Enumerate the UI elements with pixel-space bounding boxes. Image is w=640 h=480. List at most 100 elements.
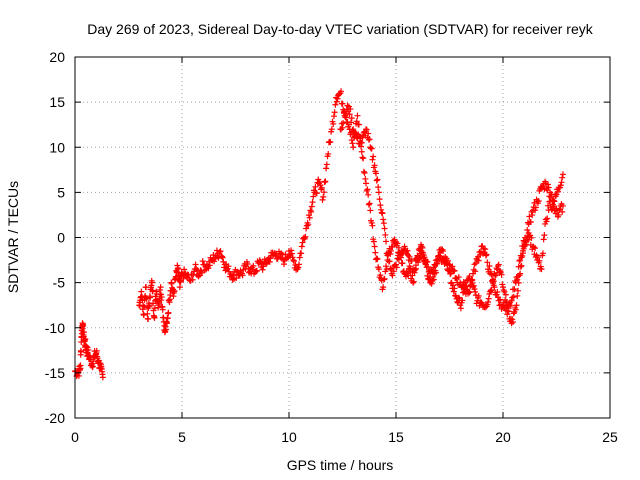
data-point-trace-secondary [490, 276, 497, 283]
data-point-trace-main [364, 186, 371, 193]
y-tick-label: 5 [57, 184, 65, 200]
data-point-trace-secondary [515, 263, 522, 270]
data-point-trace-secondary [340, 120, 347, 127]
data-point-trace-secondary [536, 257, 543, 264]
data-point-trace-secondary [430, 267, 437, 274]
data-point-trace-secondary [370, 153, 377, 160]
data-point-trace-main [532, 207, 539, 214]
y-tick-label: -10 [45, 320, 65, 336]
data-point-trace-main [151, 314, 158, 321]
y-tick-label: -20 [45, 410, 65, 426]
data-point-trace-secondary [504, 311, 511, 318]
data-point-trace-main [338, 88, 345, 95]
data-point-trace-secondary [375, 189, 382, 196]
data-point-trace-main [321, 179, 328, 186]
data-point-trace-secondary [494, 289, 501, 296]
data-point-trace-main [513, 302, 520, 309]
data-point-trace-secondary [559, 208, 566, 215]
data-point-trace-main [495, 262, 502, 269]
data-point-trace-main [266, 258, 273, 265]
data-point-trace-main [372, 249, 379, 256]
data-point-trace-main [237, 267, 244, 274]
data-point-trace-main [216, 248, 223, 255]
data-point-trace-main [312, 183, 319, 190]
data-point-trace-secondary [424, 258, 431, 265]
data-point-trace-secondary [346, 111, 353, 118]
data-point-trace-secondary [482, 252, 489, 259]
data-point-trace-main [455, 294, 462, 301]
data-point-trace-secondary [437, 249, 444, 256]
data-point-trace-main [331, 109, 338, 116]
data-point-trace-secondary [383, 238, 390, 245]
data-point-trace-secondary [528, 234, 535, 241]
data-point-trace-early [99, 374, 106, 381]
data-point-trace-main [365, 191, 372, 198]
data-point-trace-main [383, 266, 390, 273]
data-point-trace-secondary [354, 135, 361, 142]
grid-lines [75, 57, 610, 418]
data-point-trace-secondary [471, 261, 478, 268]
data-point-trace-secondary [445, 257, 452, 264]
data-point-trace-secondary [522, 242, 529, 249]
data-point-trace-main [175, 264, 182, 271]
data-point-trace-main [362, 175, 369, 182]
data-point-trace-main [370, 238, 377, 245]
y-tick-label: 15 [49, 94, 65, 110]
data-point-trace-main [302, 233, 309, 240]
data-point-trace-secondary [378, 209, 385, 216]
x-tick-label: 10 [281, 429, 297, 445]
data-point-trace-main [374, 256, 381, 263]
data-point-trace-main [233, 275, 240, 282]
data-point-trace-main [296, 254, 303, 261]
data-point-trace-secondary [508, 297, 515, 304]
data-point-trace-secondary [390, 268, 397, 275]
data-point-trace-main [527, 218, 534, 225]
data-point-trace-main [288, 247, 295, 254]
axis-ticks [74, 56, 611, 419]
x-tick-label: 15 [388, 429, 404, 445]
data-point-trace-main [466, 273, 473, 280]
data-point-trace-main [369, 222, 376, 229]
data-point-trace-secondary [544, 215, 551, 222]
data-point-trace-early [93, 347, 100, 354]
data-point-trace-main [557, 182, 564, 189]
data-point-trace-secondary [380, 216, 387, 223]
x-tick-label: 25 [602, 429, 618, 445]
data-point-trace-main [333, 98, 340, 105]
data-point-trace-secondary [373, 170, 380, 177]
data-point-trace-secondary [358, 139, 365, 146]
data-point-trace-early [75, 372, 82, 379]
data-point-trace-main [430, 276, 437, 283]
data-point-trace-secondary [386, 258, 393, 265]
data-point-trace-main [383, 263, 390, 270]
data-point-trace-main [190, 271, 197, 278]
data-point-trace-main [395, 244, 402, 251]
data-point-trace-main [176, 278, 183, 285]
x-tick-label: 0 [71, 429, 79, 445]
data-point-trace-main [330, 113, 337, 120]
data-point-trace-main [509, 316, 516, 323]
x-tick-label: 5 [178, 429, 186, 445]
data-point-trace-main [475, 292, 482, 299]
data-point-trace-secondary [539, 250, 546, 257]
data-point-trace-early [80, 329, 87, 336]
data-point-trace-secondary [380, 220, 387, 227]
data-point-trace-main [298, 250, 305, 257]
data-point-trace-main [497, 267, 504, 274]
data-point-trace-main [263, 259, 270, 266]
data-point-trace-secondary [511, 286, 518, 293]
data-point-trace-secondary [381, 225, 388, 232]
data-point-trace-secondary [348, 119, 355, 126]
data-point-trace-secondary [395, 256, 402, 263]
data-point-trace-main [318, 184, 325, 191]
data-point-trace-main [206, 262, 213, 269]
data-point-trace-main [367, 207, 374, 214]
data-point-trace-main [332, 101, 339, 108]
y-tick-label: 0 [57, 230, 65, 246]
data-point-trace-early [82, 336, 89, 343]
data-point-trace-main [299, 239, 306, 246]
data-point-trace-main [322, 178, 329, 185]
data-point-trace-main [410, 279, 417, 286]
data-point-trace-main [295, 261, 302, 268]
data-point-trace-secondary [348, 115, 355, 122]
